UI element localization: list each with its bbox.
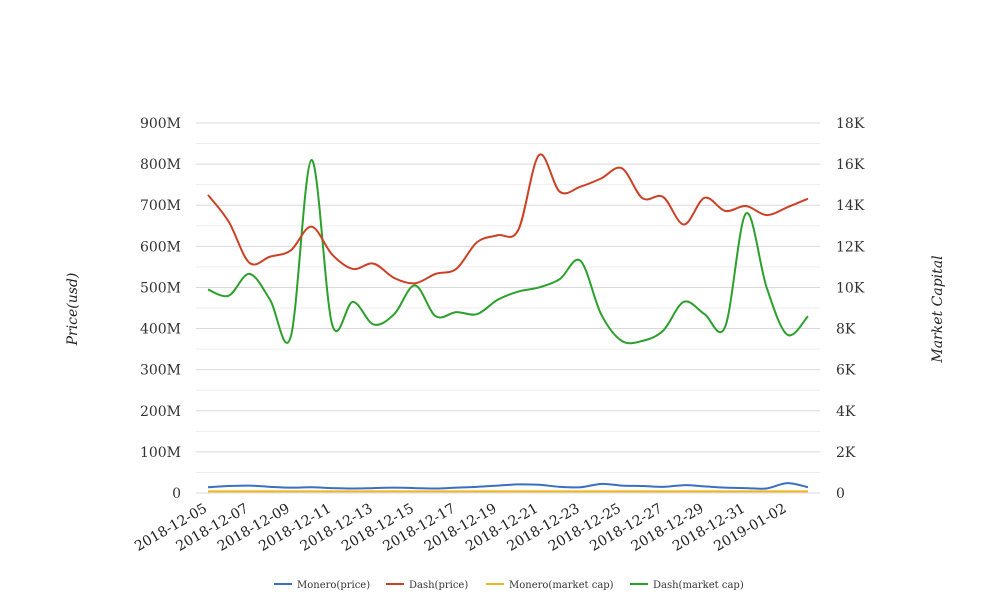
series-lines — [207, 153, 809, 493]
right-tick-label: 2K — [836, 445, 856, 461]
left-axis-title: Price(usd) — [65, 273, 81, 347]
left-tick-label: 800M — [140, 157, 181, 173]
left-axis-ticks: 0 100M 200M 300M 400M 500M 600M 700M 800M 900M — [140, 116, 181, 502]
x-axis-ticks: 2018-12-052018-12-072018-12-092018-12-11… — [132, 501, 789, 555]
right-tick-label: 4K — [836, 404, 856, 420]
left-tick-label: 300M — [140, 363, 181, 379]
left-tick-label: 400M — [140, 322, 181, 338]
right-axis-title: Market Capital — [930, 255, 946, 363]
left-tick-label: 900M — [140, 116, 181, 132]
right-tick-label: 6K — [836, 363, 856, 379]
grid-lines — [196, 122, 820, 494]
legend-label: Dash(price) — [409, 580, 468, 591]
legend-label: Monero(market cap) — [509, 580, 614, 591]
right-tick-label: 18K — [836, 116, 865, 132]
legend-item[interactable]: Monero(market cap) — [486, 580, 614, 591]
right-tick-label: 0 — [836, 486, 845, 502]
series-line-monero-price — [207, 482, 809, 490]
left-tick-label: 500M — [140, 280, 181, 296]
legend: Monero(price) Dash(price) Monero(market ca… — [274, 580, 744, 591]
right-tick-label: 12K — [836, 239, 865, 255]
legend-label: Dash(market cap) — [653, 580, 744, 591]
legend-item[interactable]: Dash(price) — [386, 580, 468, 591]
series-line-dash-price — [207, 153, 809, 285]
right-tick-label: 16K — [836, 157, 865, 173]
legend-item[interactable]: Monero(price) — [274, 580, 370, 591]
left-tick-label: 200M — [140, 404, 181, 420]
series-line-dash-market-cap — [207, 158, 809, 345]
legend-label: Monero(price) — [297, 580, 370, 591]
left-tick-label: 700M — [140, 198, 181, 214]
right-tick-label: 10K — [836, 280, 865, 296]
left-tick-label: 0 — [172, 486, 181, 502]
right-tick-label: 8K — [836, 322, 856, 338]
left-tick-label: 100M — [140, 445, 181, 461]
right-axis-ticks: 0 2K 4K 6K 8K 10K 12K 14K 16K 18K — [836, 116, 865, 502]
legend-item[interactable]: Dash(market cap) — [630, 580, 744, 591]
left-tick-label: 600M — [140, 239, 181, 255]
right-tick-label: 14K — [836, 198, 865, 214]
